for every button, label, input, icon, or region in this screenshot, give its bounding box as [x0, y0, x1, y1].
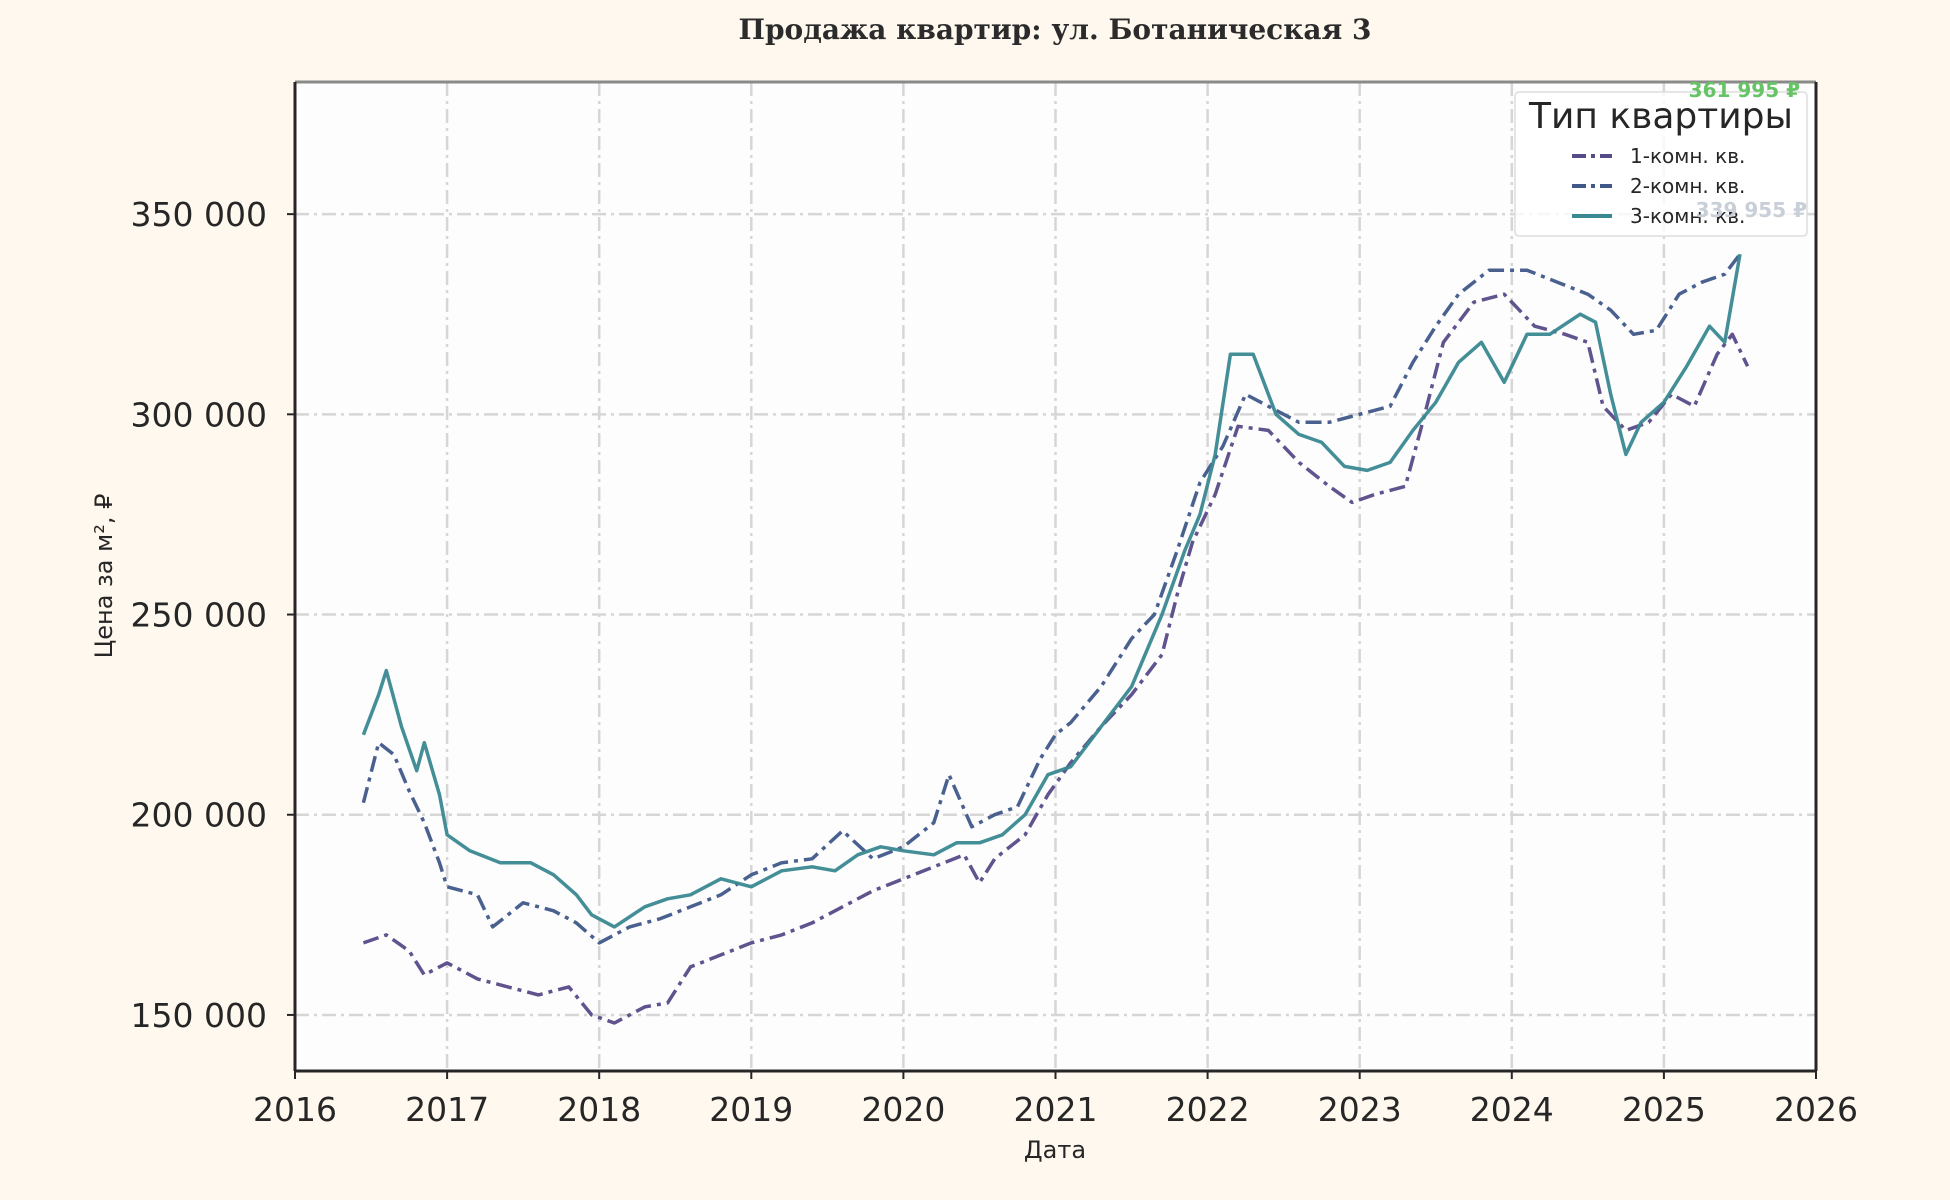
annotation-max-price: 361 995 ₽: [1689, 78, 1800, 102]
y-tick-label: 250 000: [131, 596, 267, 635]
grid-lines: [295, 82, 1816, 1071]
x-axis-ticks: 2016 2017 2018 2019 2020 2021 2022 2023 2024 2025…: [253, 1071, 1858, 1129]
x-tick-label: 2016: [253, 1090, 337, 1129]
chart-title: Продажа квартир: ул. Ботаническая 3: [739, 13, 1372, 46]
legend-title: Тип квартиры: [1528, 96, 1793, 137]
x-axis-label: Дата: [1024, 1136, 1086, 1164]
legend: Тип квартиры 1-комн. кв. 2-комн. кв. 3-ком…: [1514, 91, 1808, 237]
x-tick-label: 2026: [1774, 1090, 1858, 1129]
series-group: [361, 253, 1750, 1025]
x-tick-label: 2022: [1166, 1090, 1250, 1129]
x-tick-label: 2020: [861, 1090, 945, 1129]
y-axis-ticks: 150 000 200 000 250 000 300 000 350 000: [131, 195, 295, 1035]
x-tick-label: 2019: [709, 1090, 793, 1129]
legend-box: [1514, 91, 1808, 237]
series-line-3: [361, 253, 1742, 929]
annotations: 361 995 ₽ 339 955 ₽: [1689, 78, 1807, 222]
y-tick-label: 150 000: [131, 996, 267, 1035]
x-tick-label: 2021: [1014, 1090, 1098, 1129]
y-axis-label: Цена за м², ₽: [90, 494, 118, 659]
legend-label-1: 1-комн. кв.: [1630, 144, 1745, 168]
x-tick-label: 2024: [1470, 1090, 1554, 1129]
annotation-last-price: 339 955 ₽: [1696, 198, 1807, 222]
x-tick-label: 2018: [557, 1090, 641, 1129]
x-tick-label: 2017: [405, 1090, 489, 1129]
y-tick-label: 200 000: [131, 796, 267, 835]
x-tick-label: 2023: [1318, 1090, 1402, 1129]
y-tick-label: 350 000: [131, 195, 267, 234]
y-tick-label: 300 000: [131, 395, 267, 434]
legend-label-3: 3-комн. кв.: [1630, 204, 1745, 228]
legend-label-2: 2-комн. кв.: [1630, 174, 1745, 198]
x-tick-label: 2025: [1622, 1090, 1706, 1129]
